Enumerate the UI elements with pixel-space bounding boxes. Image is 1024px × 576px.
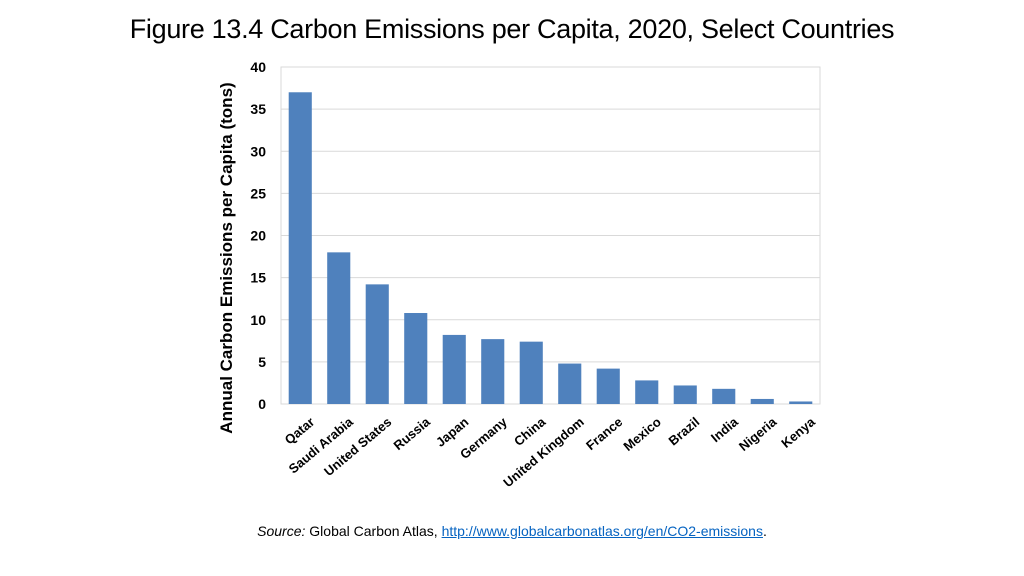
bar-russia: [404, 313, 428, 404]
y-tick-label: 0: [258, 396, 266, 412]
bar-saudi-arabia: [327, 252, 351, 404]
bar-united-kingdom: [558, 363, 582, 404]
source-label: Source:: [257, 523, 306, 539]
x-tick-label: Kenya: [778, 414, 818, 451]
bar-india: [712, 388, 736, 404]
y-tick-label: 30: [250, 143, 266, 159]
bar-qatar: [288, 92, 312, 405]
slide-title: Figure 13.4 Carbon Emissions per Capita,…: [129, 14, 895, 44]
y-tick-label: 10: [250, 312, 266, 328]
x-tick-label: India: [708, 414, 741, 445]
bar-brazil: [673, 385, 697, 404]
x-tick-label: United States: [321, 414, 394, 479]
source-period: .: [762, 523, 767, 539]
x-tick-label: Brazil: [666, 414, 703, 448]
y-tick-label: 5: [258, 354, 266, 370]
y-tick-label: 40: [250, 59, 266, 75]
bar-united-states: [365, 284, 389, 404]
bars: [288, 92, 813, 405]
bar-nigeria: [750, 398, 774, 404]
x-tick-label: Nigeria: [736, 414, 780, 454]
y-axis-label: Annual Carbon Emissions per Capita (tons…: [217, 82, 236, 433]
x-tick-label: Russia: [391, 414, 434, 453]
bar-france: [596, 368, 620, 404]
source-link[interactable]: http://www.globalcarbonatlas.org/en/CO2-…: [441, 523, 763, 539]
y-axis-tick-labels: 0 5 10 15 20 25 30 35 40: [250, 59, 266, 412]
source-line: Source: Global Carbon Atlas, http://www.…: [0, 523, 1024, 539]
y-tick-label: 20: [250, 228, 266, 244]
y-tick-label: 35: [250, 101, 266, 117]
bar-japan: [442, 334, 466, 404]
bar-china: [519, 341, 543, 404]
bar-germany: [481, 339, 505, 404]
source-text: Global Carbon Atlas,: [309, 523, 438, 539]
bar-mexico: [635, 380, 659, 404]
y-tick-label: 15: [250, 270, 266, 286]
bar-kenya: [789, 401, 813, 404]
x-tick-label: France: [583, 414, 625, 453]
y-tick-label: 25: [250, 185, 266, 201]
x-tick-label: Mexico: [620, 414, 663, 454]
